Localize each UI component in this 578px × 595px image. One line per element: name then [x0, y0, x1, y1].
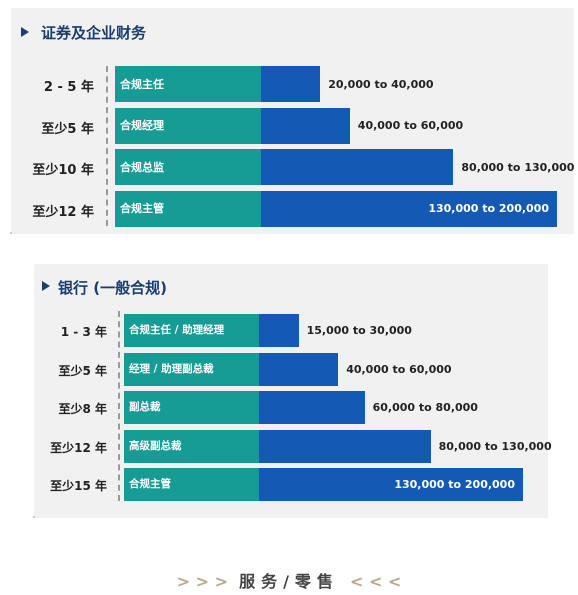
- row-label: 至少12 年: [32, 204, 94, 220]
- role-bar: [115, 190, 261, 227]
- triangle-marker-icon: [42, 281, 50, 291]
- chart-title: 证券及企业财务: [41, 24, 147, 42]
- salary-range-label: 130,000 to 200,000: [428, 202, 549, 215]
- salary-range-label: 15,000 to 30,000: [306, 324, 412, 337]
- salary-bar: [259, 352, 339, 386]
- footer-right-arrows: < < <: [350, 572, 402, 591]
- salary-range-label: 20,000 to 40,000: [328, 77, 434, 91]
- role-bar: [124, 429, 259, 463]
- salary-range-label: 80,000 to 130,000: [438, 439, 552, 453]
- role-label: 合规主管: [129, 478, 171, 491]
- footer: > > > 服务/零售 < < <: [0, 568, 578, 592]
- role-label: 合规主任 / 助理经理: [129, 324, 225, 337]
- role-label: 合规主管: [120, 202, 164, 215]
- chart-title: 银行 (一般合规): [58, 279, 167, 297]
- role-bar: [124, 391, 259, 424]
- role-bar: [124, 314, 259, 347]
- row-label: 至少5 年: [41, 121, 94, 137]
- row-label: 至少12 年: [50, 440, 107, 455]
- row-label: 至少5 年: [58, 363, 107, 378]
- role-label: 副总裁: [129, 401, 161, 414]
- salary-bar: [261, 107, 350, 144]
- role-label: 合规总监: [120, 160, 164, 174]
- role-label: 合规主任: [120, 77, 164, 91]
- row-label: 至少8 年: [58, 402, 107, 417]
- salary-bar: [261, 66, 321, 102]
- row-label: 至少15 年: [50, 479, 107, 494]
- row-label: 至少10 年: [32, 163, 94, 179]
- salary-bar: [259, 314, 299, 347]
- role-bar: [124, 468, 259, 501]
- salary-bar: [261, 190, 557, 227]
- salary-range-label: 130,000 to 200,000: [394, 478, 515, 491]
- footer-left-arrows: > > >: [176, 572, 228, 591]
- salary-range-label: 40,000 to 60,000: [357, 119, 464, 132]
- salary-bar: [259, 429, 431, 463]
- corner-dot: [10, 232, 12, 234]
- role-bar: [115, 107, 261, 144]
- row-label: 2 - 5 年: [43, 80, 94, 96]
- role-bar: [124, 352, 259, 386]
- salary-bar: [259, 468, 523, 501]
- salary-range-label: 40,000 to 60,000: [346, 362, 452, 376]
- salary-bar: [261, 149, 454, 185]
- securities-panel: 证券及企业财务 2 - 5 年 合规主任 20,000 to 40,000 至少5 年…: [11, 8, 574, 234]
- corner-dot: [33, 516, 35, 518]
- role-label: 合规经理: [120, 119, 164, 132]
- role-bar: [115, 149, 261, 185]
- role-bar: [115, 66, 261, 102]
- triangle-marker-icon: [21, 27, 29, 37]
- salary-range-label: 60,000 to 80,000: [372, 401, 478, 414]
- banking-panel: 银行 (一般合规) 1 - 3 年 合规主任 / 助理经理 15,000 to 30…: [34, 264, 552, 518]
- divider: [106, 66, 108, 226]
- role-label: 高级副总裁: [129, 439, 182, 452]
- row-label: 1 - 3 年: [60, 325, 107, 340]
- footer-text: 服务/零售: [239, 572, 339, 591]
- salary-bar: [259, 391, 365, 424]
- role-label: 经理 / 助理副总裁: [129, 362, 214, 375]
- divider: [118, 311, 120, 501]
- salary-range-label: 80,000 to 130,000: [461, 160, 575, 174]
